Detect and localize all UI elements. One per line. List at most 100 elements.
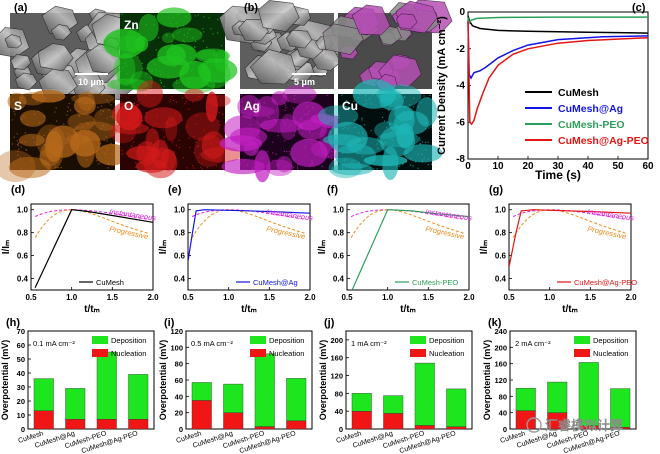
map-a-4-speck (196, 114, 198, 116)
map-b-3-speck (331, 147, 333, 149)
y-tick-label: 0.8 (17, 229, 29, 238)
deposition-bar (515, 387, 536, 411)
map-a-4-speck (133, 158, 136, 160)
map-a-4-speck (150, 153, 152, 155)
map-b-2-grain (396, 13, 418, 30)
map-a-3-speck (64, 142, 67, 144)
legend-label: CuMesh (558, 87, 599, 99)
map-a-3-speck (13, 136, 15, 138)
map-a-3-speck (57, 138, 59, 140)
map-b-4-speck (365, 103, 368, 105)
map-a-3-speck (90, 146, 93, 148)
map-b-3-speck (305, 106, 307, 109)
map-b-3-speck (249, 134, 252, 137)
map-b-3-speck (328, 122, 330, 125)
y-tick-label: 1.0 (17, 206, 29, 215)
map-b-3-speck (298, 163, 300, 165)
map-a-4-speck (138, 123, 140, 126)
map-a-2-region (113, 53, 143, 85)
map-a-2-speck (174, 65, 176, 67)
map-a-4-speck (127, 125, 129, 127)
map-a-4-speck (182, 157, 184, 159)
map-b-3-speck (304, 145, 307, 147)
map-b-4-speck (341, 152, 344, 154)
map-a-4-speck (171, 96, 173, 98)
map-a-4-speck (198, 156, 200, 158)
map-a-4-speck (218, 120, 220, 122)
map-b-4-speck (418, 137, 421, 139)
iv-panel-3: 0.5 1.0 1.5 2.0 0.4 0.6 0.8 1.0 InstantaneousPro… (317, 184, 475, 315)
legend-label: Deposition (111, 336, 146, 345)
experimental-curve (351, 209, 469, 290)
map-b-4-speck (410, 157, 412, 160)
map-b-4-speck (364, 158, 367, 160)
map-b-4-speck (408, 145, 410, 147)
map-a-2-speck (133, 86, 136, 88)
map-a-3-speck (111, 153, 113, 156)
map-b-2-grain (351, 4, 391, 36)
map-a-2-speck (171, 40, 173, 43)
map-a-3-region (19, 110, 46, 127)
map-a-4-speck (192, 101, 194, 103)
map-a-4-speck (139, 132, 141, 134)
map-b-4-speck (360, 150, 362, 152)
map-b-4-speck (405, 161, 407, 163)
map-a-4-speck (146, 112, 148, 114)
map-b-4-speck (384, 163, 386, 166)
map-b-4-speck (425, 149, 427, 151)
y-tick-label: -4 (456, 81, 465, 92)
map-b-4-speck (403, 96, 405, 98)
map-b-4-speck (427, 141, 429, 143)
map-a-2-speck (154, 63, 156, 65)
map-a-3-speck (112, 145, 115, 147)
map-b-4-speck (338, 114, 340, 116)
map-b-3-speck (312, 107, 315, 109)
map-b-4-speck (358, 162, 360, 164)
map-a-2-speck (177, 53, 179, 55)
map-a-2-speck (202, 84, 204, 86)
map-b-3-speck (282, 157, 284, 160)
map-b-4-speck (396, 132, 399, 134)
map-a-2-region (161, 32, 175, 44)
map-a-4-speck (126, 152, 128, 155)
map-a-4-speck (186, 126, 188, 128)
x-axis-label: t/tₘ (400, 304, 416, 315)
map-b-4-speck (377, 147, 379, 149)
map-a-2-speck (145, 83, 148, 85)
map-a-2-speck (124, 57, 126, 59)
panel-label: (j) (324, 317, 335, 329)
map-a-2-speck (163, 85, 165, 88)
map-a-2-speck (208, 58, 210, 60)
y-tick-label: 100 (170, 343, 183, 352)
map-b-4-speck (363, 124, 366, 126)
map-b-4-speck (362, 132, 364, 134)
map-b-3-region (219, 135, 263, 152)
map-a-3-speck (23, 115, 25, 117)
map-b-4-speck (420, 101, 422, 104)
map-b-4-speck (381, 136, 383, 138)
map-b-4-speck (342, 168, 344, 170)
map-a-4-speck (189, 146, 191, 149)
map-a-2-speck (137, 56, 139, 58)
map-b-3-region (266, 159, 294, 177)
map-b-4-speck (419, 139, 421, 141)
map-a-3-speck (17, 154, 19, 156)
map-a-4-speck (210, 143, 212, 145)
map-a-3-speck (86, 132, 88, 135)
map-b-3-speck (322, 130, 324, 132)
map-a-2-speck (202, 40, 204, 42)
map-a-4-speck (215, 101, 217, 103)
map-a-4-speck (170, 119, 172, 121)
map-a-4-speck (133, 102, 136, 105)
map-b-4-speck (352, 160, 355, 162)
map-b-3-speck (253, 150, 256, 152)
panel-label: (h) (6, 317, 20, 329)
map-a-3-speck (86, 111, 88, 113)
map-a-2-region (116, 53, 136, 87)
map-b-3-speck (275, 109, 278, 112)
map-b-3-speck (264, 124, 266, 126)
panel-label: (f) (327, 184, 338, 196)
map-a-4-speck (196, 145, 198, 148)
map-b-3-speck (283, 96, 285, 98)
map-a-2-speck (220, 55, 222, 58)
